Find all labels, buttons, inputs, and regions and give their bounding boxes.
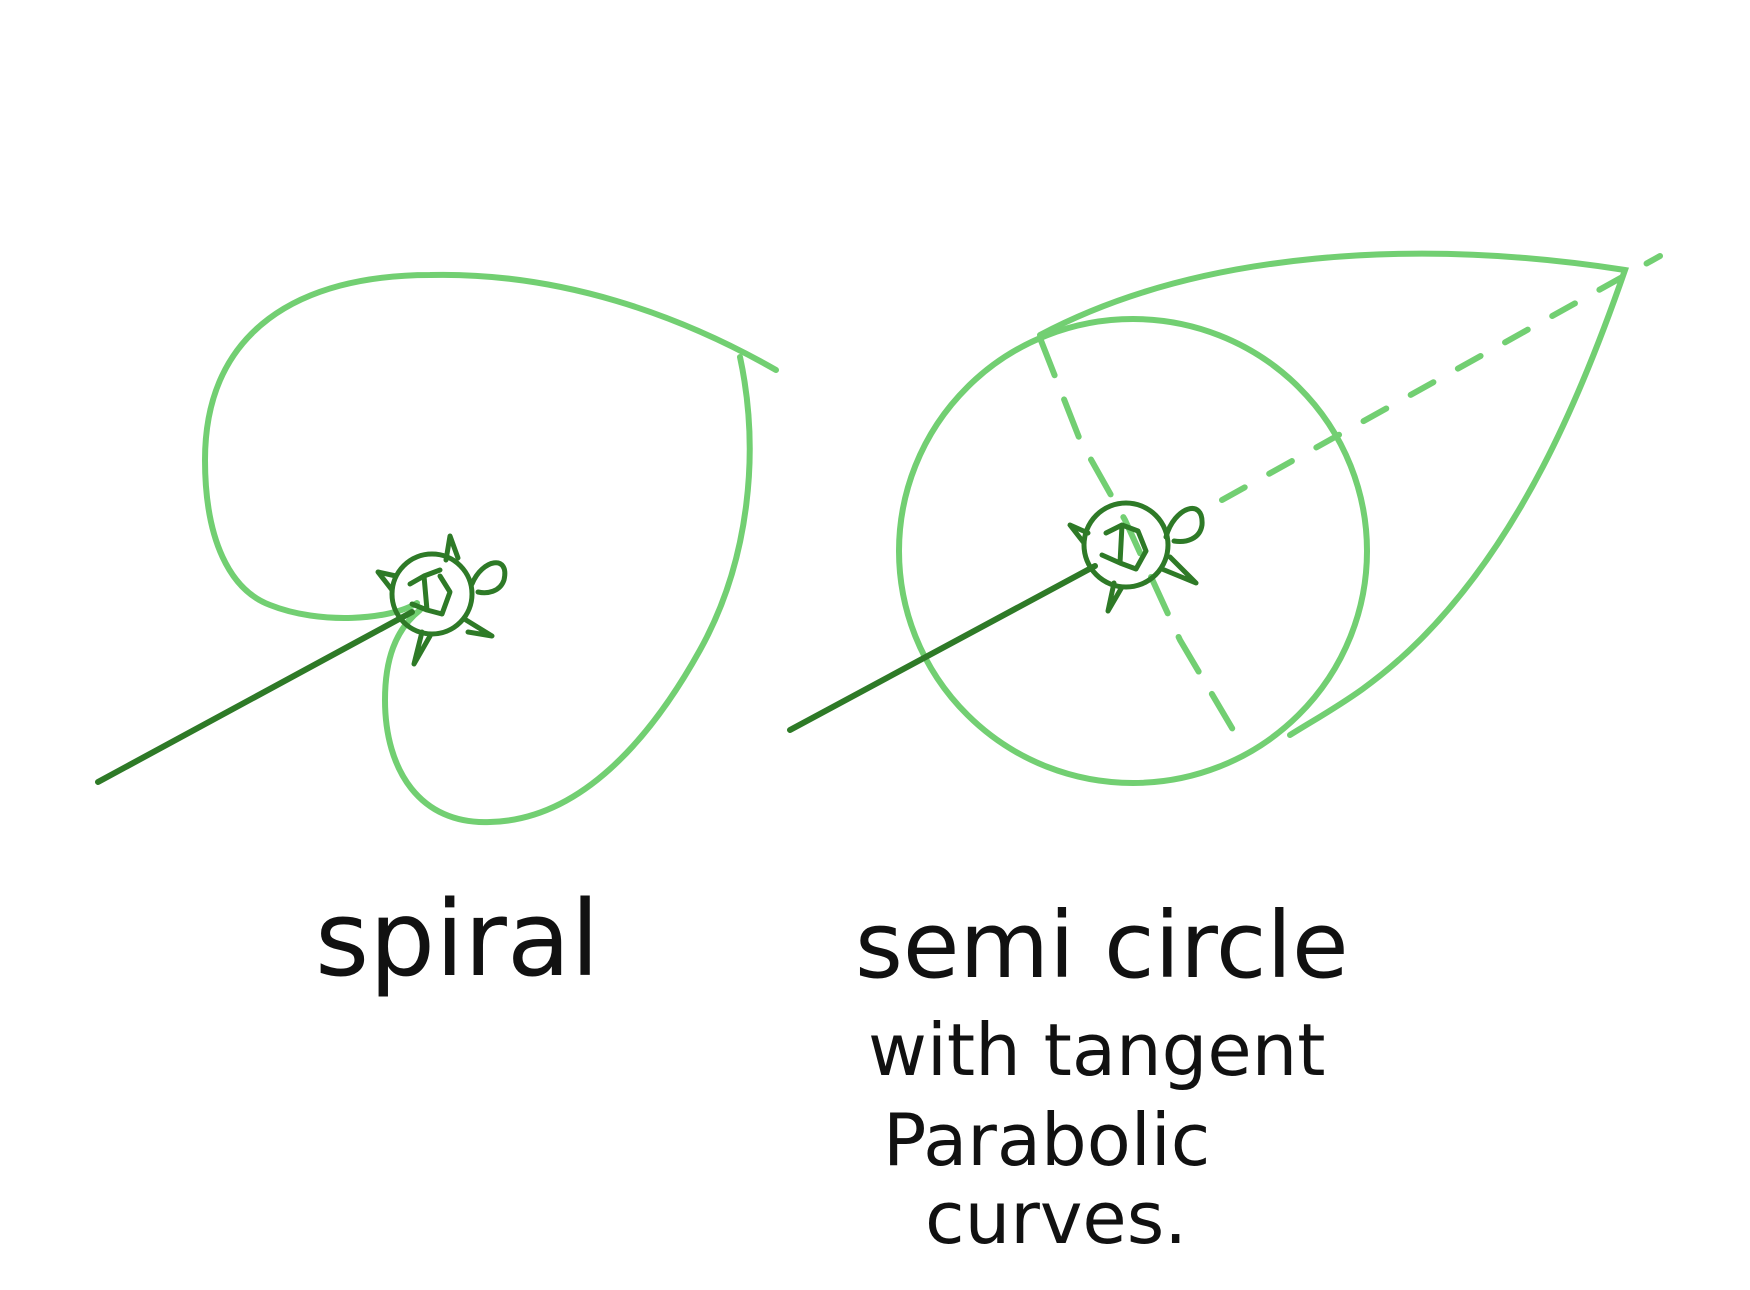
dashed-diameter-line	[1037, 335, 1248, 753]
spiral-inner-loop	[381, 354, 753, 826]
spiral-direction-line	[95, 609, 415, 785]
tangent-parabolic-curve	[1037, 250, 1630, 738]
semicircle-direction-line	[787, 563, 1098, 733]
semicircle-caption-line-4: curves.	[925, 1176, 1187, 1260]
semicircle-figure: semi circle with tangent Parabolic curve…	[787, 250, 1663, 1260]
semicircle-caption-line-1: semi circle	[855, 892, 1349, 999]
spiral-figure: spiral	[95, 271, 779, 1000]
semicircle-outline	[896, 316, 1370, 786]
spiral-path	[201, 271, 779, 621]
semicircle-caption-line-3: Parabolic	[883, 1098, 1210, 1182]
spiral-caption: spiral	[315, 878, 599, 1000]
turtle-icon	[375, 533, 508, 667]
turtle-icon	[1067, 500, 1205, 614]
semicircle-caption-line-2: with tangent	[868, 1008, 1326, 1092]
